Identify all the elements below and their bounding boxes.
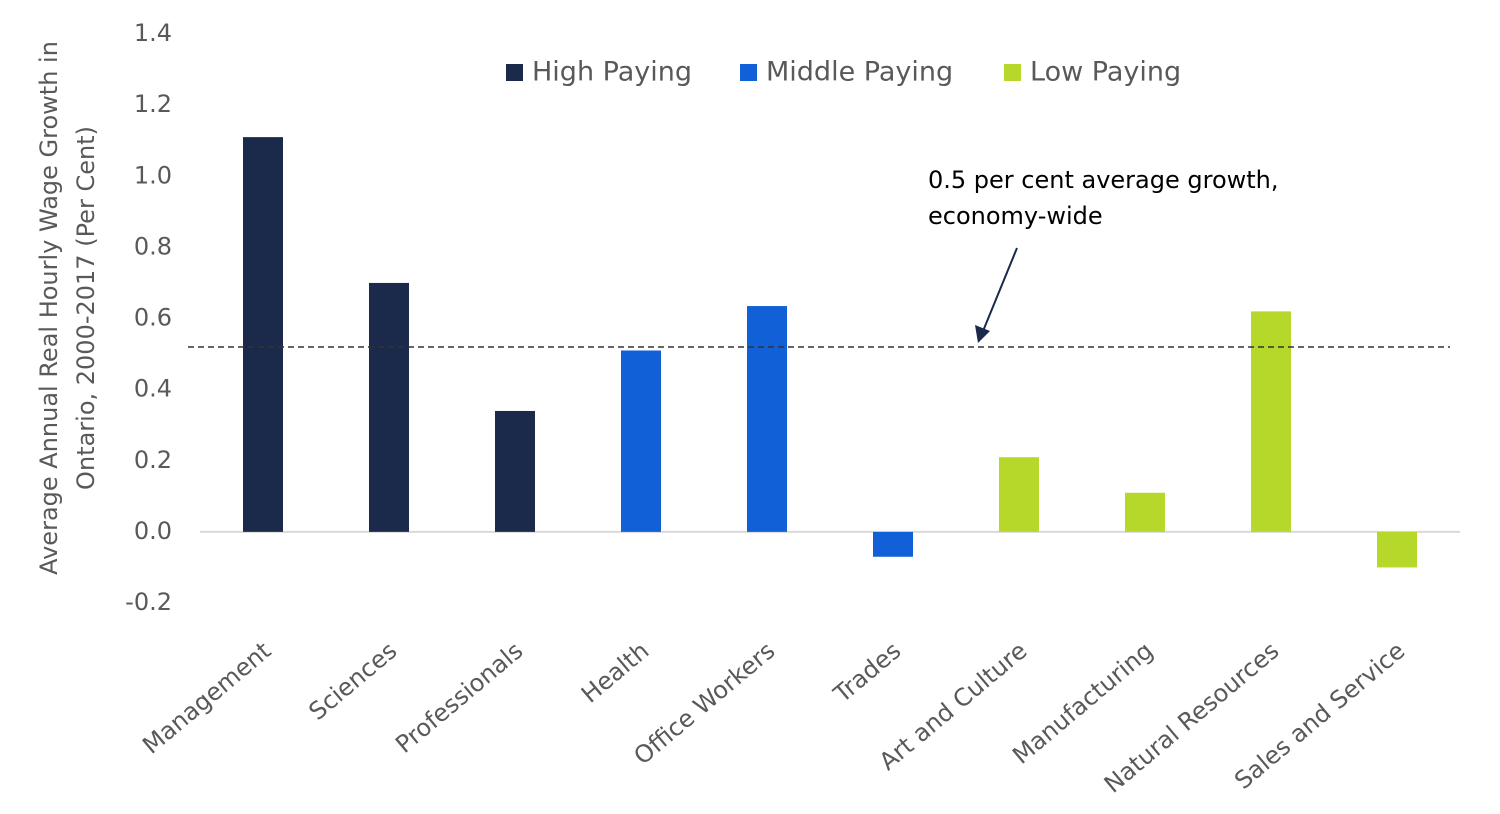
annotation: economy-wide <box>928 202 1103 230</box>
y-tick-label: 1.4 <box>134 19 172 47</box>
bar <box>1125 492 1165 532</box>
y-axis-title: Average Annual Real Hourly Wage Growth i… <box>35 41 100 575</box>
y-tick-label: 0.4 <box>134 375 172 403</box>
x-tick-label: Trades <box>828 637 907 709</box>
y-tick-label: 0.0 <box>134 517 172 545</box>
legend-swatch <box>1004 64 1021 81</box>
bar <box>747 306 787 532</box>
y-axis-title-line: Ontario, 2000-2017 (Per Cent) <box>72 126 100 490</box>
y-axis-title-line: Average Annual Real Hourly Wage Growth i… <box>35 41 63 575</box>
bar <box>873 531 913 557</box>
bar <box>1377 531 1417 568</box>
annotation-arrow <box>980 247 1018 337</box>
bar <box>999 457 1039 532</box>
legend-label: Low Paying <box>1030 57 1181 88</box>
legend-swatch <box>506 64 523 81</box>
y-tick-label: 0.8 <box>134 232 172 260</box>
x-tick-label: Management <box>137 637 276 760</box>
legend-swatch <box>740 64 757 81</box>
y-tick-label: 0.2 <box>134 446 172 474</box>
bar <box>621 350 661 532</box>
y-tick-label: 1.0 <box>134 161 172 189</box>
x-tick-label-group: Professionals <box>390 637 528 759</box>
bar <box>1251 311 1291 532</box>
arrow-head <box>975 325 990 343</box>
x-tick-label-group: Sciences <box>304 637 403 726</box>
y-tick-label: -0.2 <box>125 588 172 616</box>
x-tick-label: Sciences <box>304 637 403 726</box>
annotation: 0.5 per cent average growth, <box>928 166 1279 194</box>
bar <box>369 282 409 532</box>
y-tick-label: 1.2 <box>134 90 172 118</box>
legend-label: Middle Paying <box>766 57 953 88</box>
x-tick-label-group: Trades <box>828 637 907 709</box>
x-tick-label: Professionals <box>390 637 528 759</box>
bar <box>243 137 283 532</box>
x-tick-label-group: Health <box>576 637 654 709</box>
x-tick-label-group: Management <box>137 637 276 760</box>
x-tick-label: Health <box>576 637 654 709</box>
y-tick-label: 0.6 <box>134 304 172 332</box>
bar <box>495 410 535 532</box>
legend-label: High Paying <box>532 57 692 88</box>
